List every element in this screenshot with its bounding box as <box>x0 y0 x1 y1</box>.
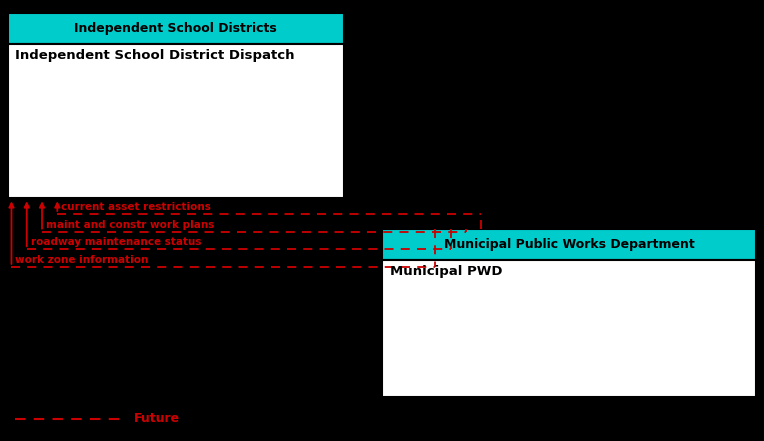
Bar <box>8 13 344 44</box>
Text: Municipal PWD: Municipal PWD <box>390 265 502 277</box>
Text: current asset restrictions: current asset restrictions <box>61 202 211 212</box>
Text: Independent School District Dispatch: Independent School District Dispatch <box>15 49 295 61</box>
Text: roadway maintenance status: roadway maintenance status <box>31 237 201 247</box>
Text: Future: Future <box>134 412 180 426</box>
Text: Municipal Public Works Department: Municipal Public Works Department <box>444 238 694 251</box>
Bar <box>382 260 756 397</box>
Text: maint and constr work plans: maint and constr work plans <box>46 220 214 230</box>
Bar <box>382 229 756 260</box>
Text: work zone information: work zone information <box>15 255 149 265</box>
Text: Independent School Districts: Independent School Districts <box>74 22 277 35</box>
Bar <box>8 44 344 198</box>
